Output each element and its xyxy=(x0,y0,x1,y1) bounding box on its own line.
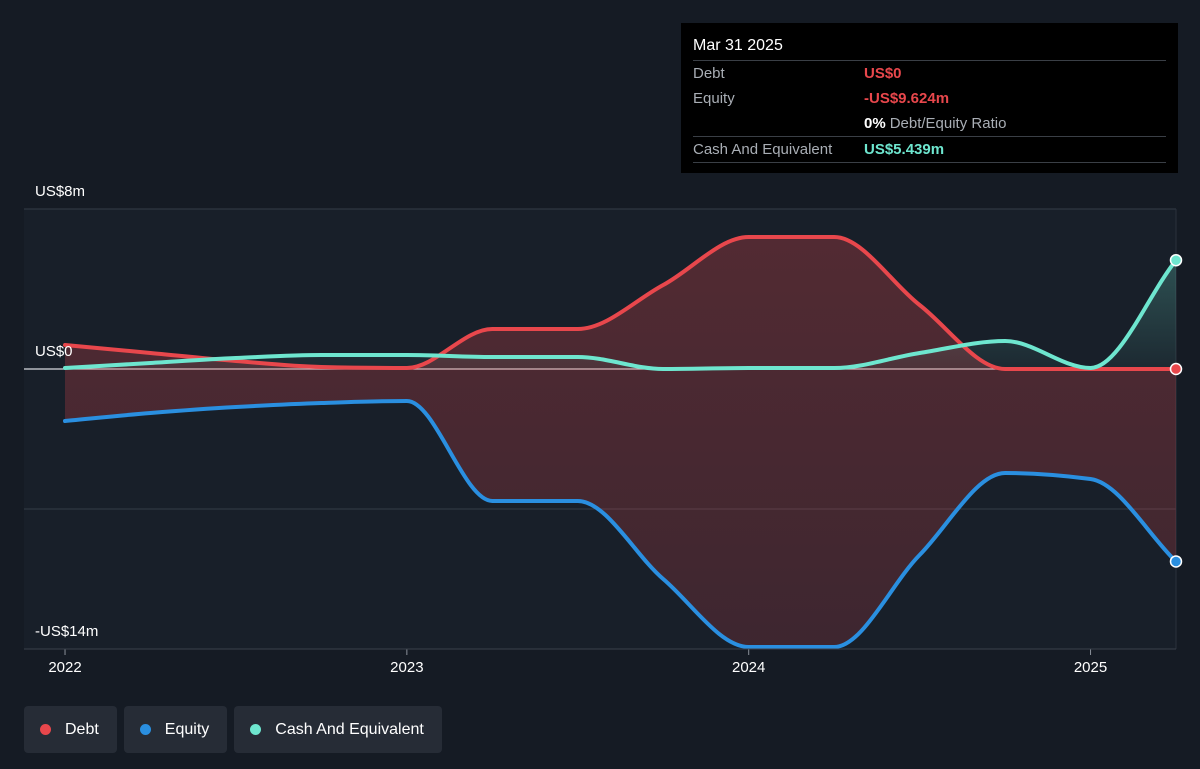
legend-dot-debt xyxy=(40,724,51,735)
legend-label-debt: Debt xyxy=(65,720,99,738)
legend-item-debt[interactable]: Debt xyxy=(24,706,117,753)
tooltip-ratio-value: 0% xyxy=(864,115,886,132)
tooltip-cash-value: US$5.439m xyxy=(864,141,945,158)
tooltip-debt-label: Debt xyxy=(693,65,725,82)
equity-line xyxy=(63,398,1178,650)
legend-label-cash: Cash And Equivalent xyxy=(275,720,424,738)
legend-dot-cash xyxy=(250,724,262,735)
x-tick-label: 2025 xyxy=(1074,659,1107,676)
tooltip-debt-value: US$0 xyxy=(864,65,902,82)
legend-dot-equity xyxy=(139,724,151,735)
x-tick-label: 2024 xyxy=(732,659,765,676)
debt-line xyxy=(63,234,1178,372)
tooltip-equity-label: Equity xyxy=(693,90,735,107)
tooltip-row-debt: Debt US$0 xyxy=(693,60,1166,86)
legend-label-equity: Equity xyxy=(164,720,210,738)
tooltip-equity-value: -US$9.624m xyxy=(864,90,950,107)
tooltip-ratio-label: Debt/Equity Ratio xyxy=(889,115,1007,132)
tooltip-row-equity: Equity -US$9.624m xyxy=(693,86,1166,111)
legend-item-equity[interactable]: Equity xyxy=(123,706,228,753)
cash-line xyxy=(63,258,1178,372)
y-axis-label: US$0 xyxy=(35,343,73,360)
legend-item-cash[interactable]: Cash And Equivalent xyxy=(234,706,442,753)
chart-legend: Debt Equity Cash And Equivalent xyxy=(24,706,442,753)
debt-end-marker xyxy=(1169,362,1183,376)
x-tick-label: 2022 xyxy=(48,659,81,676)
tooltip-panel: Mar 31 2025 Debt US$0 Equity -US$9.624m … xyxy=(681,23,1178,173)
tooltip-row-cash: Cash And Equivalent US$5.439m xyxy=(693,136,1166,163)
cash-end-marker xyxy=(1169,253,1183,267)
tooltip-date: Mar 31 2025 xyxy=(693,37,783,54)
tooltip-cash-label: Cash And Equivalent xyxy=(693,141,833,158)
y-axis-label: US$8m xyxy=(35,183,85,200)
tooltip-row-ratio: 0% Debt/Equity Ratio xyxy=(693,111,1166,136)
equity-end-marker xyxy=(1169,555,1183,568)
x-tick-label: 2023 xyxy=(390,659,423,676)
y-axis-label: -US$14m xyxy=(35,623,98,640)
debt-equity-area xyxy=(65,237,1176,647)
